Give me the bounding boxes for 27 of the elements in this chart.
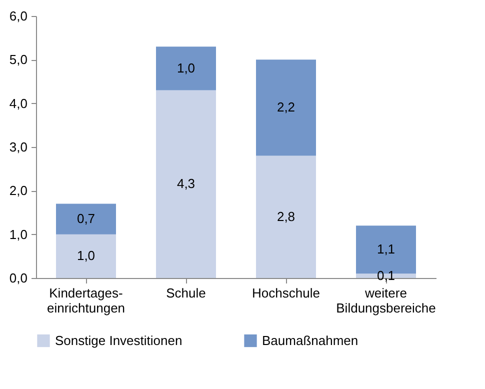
y-tick-label: 3,0 — [9, 140, 28, 154]
data-label: 2,8 — [276, 208, 296, 224]
data-label: 1,0 — [76, 248, 96, 264]
data-label: 4,3 — [176, 176, 196, 192]
data-label: 2,2 — [276, 100, 296, 115]
bar — [256, 60, 316, 156]
bar — [156, 90, 216, 278]
x-tick-label: Schule — [166, 286, 206, 300]
legend-label: Baumaßnahmen — [262, 332, 358, 348]
y-tick-label: 4,0 — [9, 96, 28, 111]
data-label: 1,1 — [376, 242, 396, 257]
y-tick-label: 5,0 — [9, 52, 28, 68]
y-tick-label: 6,0 — [9, 8, 28, 24]
legend-label: Sonstige Investitionen — [55, 332, 182, 348]
y-tick-label: 1,0 — [9, 226, 28, 242]
x-tick-label: Hochschule — [252, 286, 320, 300]
data-label: 1,0 — [176, 60, 196, 76]
data-label: 0,1 — [376, 268, 396, 283]
x-tick-label: Kindertages- einrichtungen — [46, 286, 126, 316]
bar — [56, 204, 116, 234]
bar — [156, 46, 216, 90]
x-tick-label: weitere Bildungsbereiche — [336, 286, 436, 316]
y-tick-label: 2,0 — [9, 183, 28, 198]
data-label: 0,7 — [76, 211, 96, 226]
y-tick-label: 0,0 — [9, 270, 28, 286]
bar — [56, 234, 116, 278]
bar — [256, 156, 316, 278]
